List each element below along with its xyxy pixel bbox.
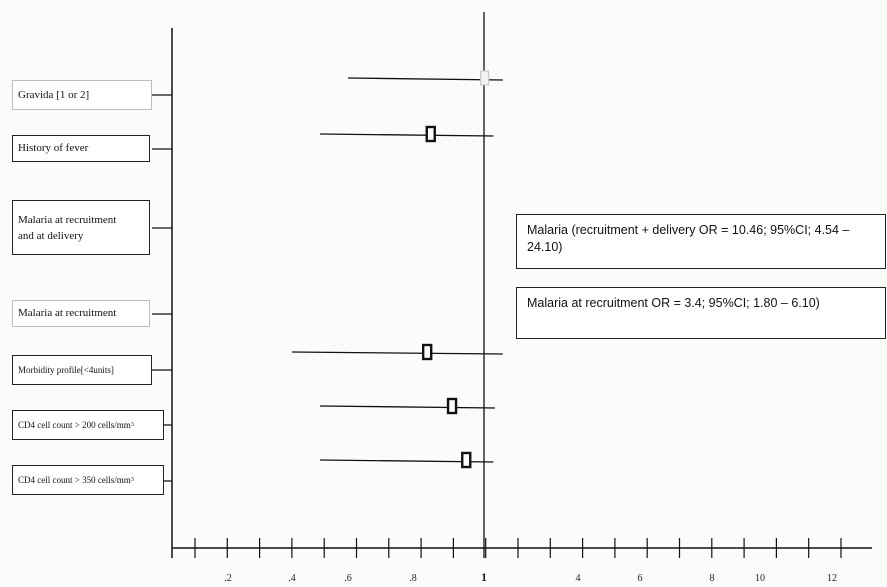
point-estimate (461, 451, 472, 469)
row-label-gravida: Gravida [1 or 2] (12, 80, 152, 110)
row-label-superscript: 3 (130, 421, 134, 428)
point-estimate (425, 125, 436, 143)
ci-line (319, 133, 494, 137)
annotation-malaria-recruitment-delivery: Malaria (recruitment + delivery OR = 10.… (516, 214, 886, 269)
row-label-cd4-350: CD4 cell count > 350 cells/mm 3 (12, 465, 164, 495)
row-label-text: Malaria at recruitment (18, 307, 117, 319)
row-label-text: Malaria at recruitment and at delivery (18, 213, 117, 242)
x-tick-label: 6 (638, 573, 643, 584)
x-tick-label: 10 (755, 573, 765, 584)
annotation-text: Malaria at recruitment OR = 3.4; 95%CI; … (527, 296, 820, 310)
row-label-text: History of fever (18, 142, 89, 154)
x-tick-label: 1 (481, 570, 487, 584)
point-estimate (446, 397, 458, 415)
x-tick-label: 4 (576, 573, 581, 584)
x-tick-label: 8 (710, 573, 715, 584)
x-tick-labels: .2 .4 .6 .8 1 4 6 8 10 12 (224, 570, 837, 584)
x-tick-label: .6 (344, 573, 352, 584)
point-estimate (422, 343, 433, 361)
ci-line (319, 405, 495, 409)
row-label-text: CD4 cell count > 350 cells/mm (18, 474, 131, 485)
ci-line (291, 351, 503, 355)
row-label-malaria-recruitment-delivery: Malaria at recruitment and at delivery (12, 200, 150, 255)
row-label-text: Gravida [1 or 2] (18, 88, 90, 101)
row-label-text: CD4 cell count > 200 cells/mm (18, 419, 131, 430)
x-tick-label: .2 (224, 573, 232, 584)
x-tick-label: 12 (827, 573, 837, 584)
x-tick-label: .4 (288, 573, 296, 584)
point-estimates (422, 70, 490, 469)
point-estimate (480, 70, 490, 86)
ci-lines (291, 77, 503, 463)
row-label-superscript: 3 (130, 476, 134, 483)
row-label-malaria-at-recruitment: Malaria at recruitment (12, 300, 150, 327)
row-label-morbidity-profile: Morbidity profile[<4units] (12, 355, 152, 385)
plot-axes (171, 12, 872, 558)
row-label-text: Morbidity profile[<4units] (18, 364, 114, 375)
row-label-cd4-200: CD4 cell count > 200 cells/mm 3 (12, 410, 164, 440)
x-tick-label: .8 (409, 573, 417, 584)
row-label-history-of-fever: History of fever (12, 135, 150, 162)
annotation-malaria-at-recruitment: Malaria at recruitment OR = 3.4; 95%CI; … (516, 287, 886, 339)
annotation-text: Malaria (recruitment + delivery OR = 10.… (527, 223, 850, 254)
x-axis-minor-ticks (194, 538, 842, 558)
ci-line (347, 77, 503, 81)
